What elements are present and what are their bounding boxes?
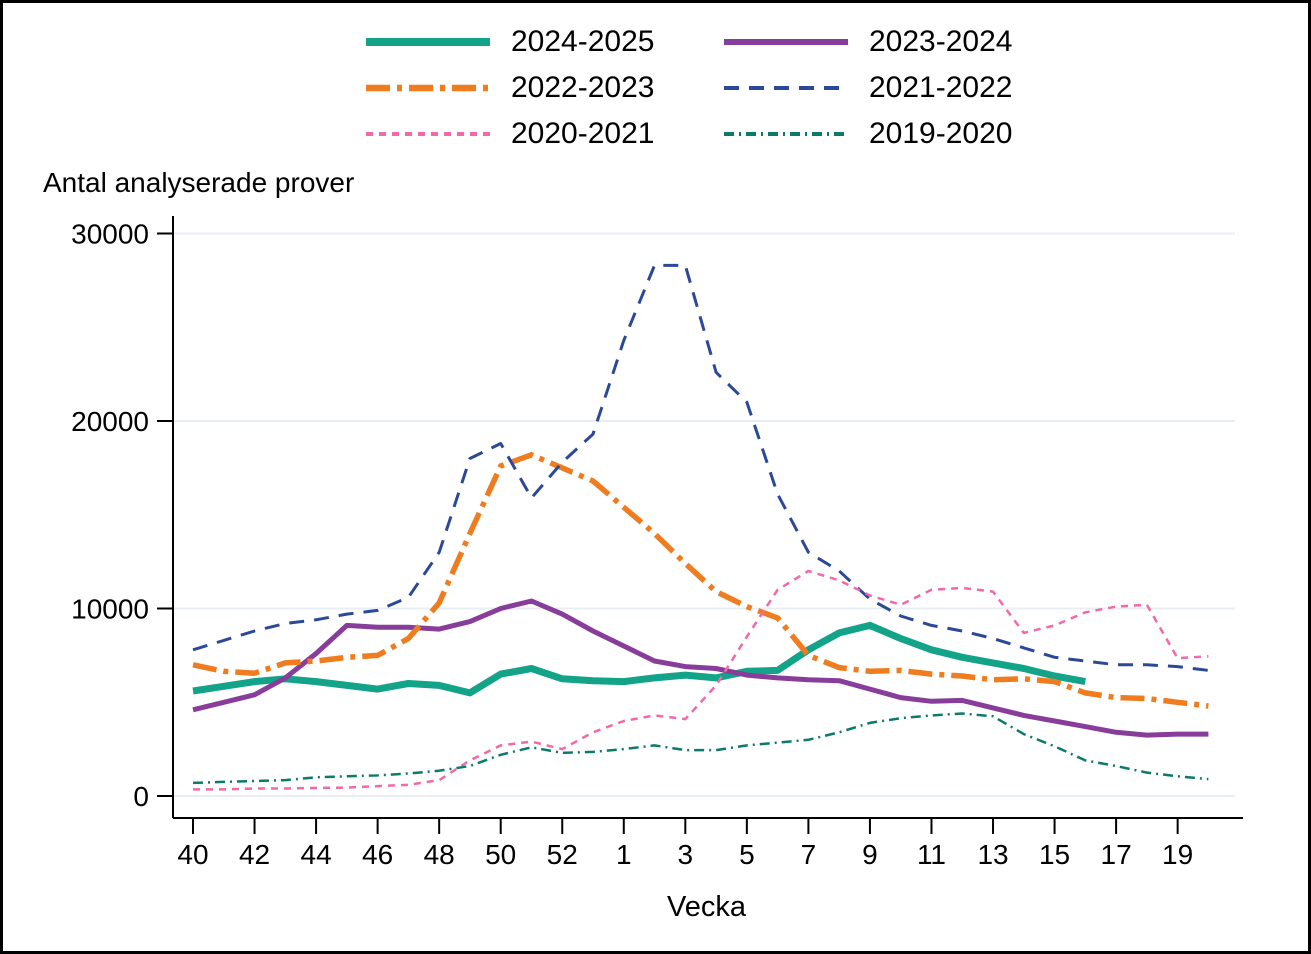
x-tick-label: 13 [977,839,1008,870]
x-tick-label: 19 [1162,839,1193,870]
legend-item-2021-2022: 2021-2022 [723,65,1012,111]
x-tick-label: 40 [177,839,208,870]
legend-label: 2020-2021 [511,117,655,150]
x-tick-label: 42 [239,839,270,870]
legend-swatch [366,38,490,46]
x-tick-label: 15 [1039,839,1070,870]
x-tick-label: 5 [739,839,755,870]
legend-label: 2021-2022 [869,71,1013,104]
legend-swatch [366,84,490,92]
legend-label: 2022-2023 [511,71,655,104]
legend-label: 2024-2025 [511,25,655,58]
x-tick-label: 3 [678,839,694,870]
x-tick-label: 11 [917,839,946,870]
legend-item-2024-2025: 2024-2025 [365,19,723,65]
y-tick-label: 0 [133,781,149,812]
y-axis-title: Antal analyserade prover [43,167,355,198]
x-tick-label: 46 [362,839,393,870]
series-line-2021-2022 [192,263,1209,672]
legend-item-2022-2023: 2022-2023 [365,65,723,111]
legend-swatch [724,132,848,136]
legend-item-2023-2024: 2023-2024 [723,19,1012,65]
legend-label: 2023-2024 [869,25,1013,58]
legend-swatch [366,132,490,136]
x-tick-label: 52 [547,839,578,870]
x-tick-label: 7 [801,839,817,870]
legend-swatch [724,39,848,45]
x-tick-label: 48 [424,839,455,870]
series-line-2020-2021 [193,569,1209,791]
legend-item-2019-2020: 2019-2020 [723,111,1012,157]
series-line-2019-2020 [192,712,1209,785]
y-tick-label: 20000 [71,406,149,437]
x-tick-label: 9 [862,839,878,870]
x-tick-label: 17 [1101,839,1132,870]
x-tick-label: 1 [616,839,632,870]
y-tick-label: 30000 [71,219,149,250]
series-line-2023-2024 [192,598,1209,738]
legend-label: 2019-2020 [869,117,1013,150]
x-tick-label: 50 [485,839,516,870]
legend-swatch [724,86,848,90]
series-line-2024-2025 [192,621,1086,697]
x-axis-title: Vecka [3,891,1308,924]
y-tick-label: 10000 [71,594,149,625]
chart-legend: 2024-2025 2023-2024 2022-2023 2021-2022 2020… [365,19,1012,157]
x-tick-label: 44 [301,839,332,870]
series-line-2022-2023 [192,452,1209,709]
legend-item-2020-2021: 2020-2021 [365,111,723,157]
x-axis-title-text: Vecka [667,891,746,923]
